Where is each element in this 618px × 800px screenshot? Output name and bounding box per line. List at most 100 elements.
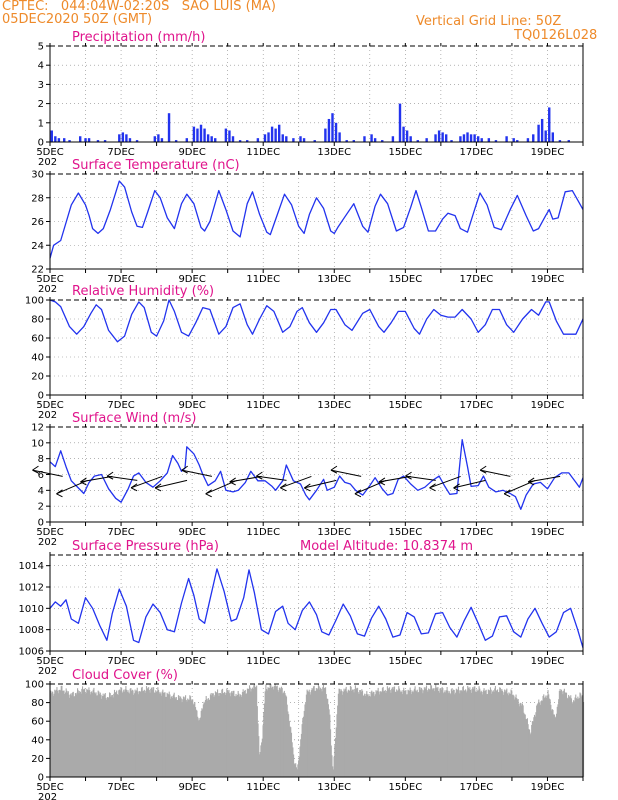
wind-arrow-shaft [229, 475, 262, 483]
precip-bar [480, 138, 483, 142]
cloud-bar [155, 692, 157, 777]
precip-bar [425, 138, 428, 142]
cloud-bar [56, 687, 58, 777]
cloud-bar [170, 698, 172, 777]
series-line [49, 180, 584, 259]
cloud-bar [312, 689, 314, 777]
cloud-bar [257, 723, 259, 777]
cloud-bar [58, 689, 60, 777]
x-tick-label: 7DEC [107, 400, 134, 411]
cloud-bar [543, 694, 545, 777]
cloud-bar [508, 692, 510, 777]
cloud-bar [420, 687, 423, 777]
cloud-bar [192, 699, 194, 777]
cloud-bar [440, 688, 442, 777]
cloud-bar [484, 690, 487, 777]
cloud-bar [110, 696, 112, 777]
cloud-bar [54, 690, 57, 777]
cloud-bar [484, 691, 486, 777]
cloud-bar [86, 689, 89, 777]
cloud-bar [209, 694, 212, 777]
cloud-bar [256, 706, 258, 777]
cloud-bar [474, 691, 477, 777]
cloud-bar [51, 691, 53, 777]
cloud-bar [438, 690, 440, 777]
precip-bar [558, 140, 562, 142]
cloud-bar [509, 693, 511, 777]
precip-bar [84, 138, 87, 142]
cloud-bar [526, 718, 528, 777]
cloud-bar [293, 763, 295, 777]
cloud-bar [375, 690, 377, 777]
cloud-bar [350, 686, 352, 777]
x-tick-label: 17DEC [460, 656, 494, 667]
cloud-bar [188, 699, 190, 777]
cloud-bar [518, 703, 520, 777]
panel-6: 0 20 40 60 80 100 5DEC 7DEC 9DEC 11DEC 13DEC 15DEC 1… [25, 668, 585, 800]
x-tick-label: 11DEC [246, 527, 280, 538]
cloud-bar [158, 693, 160, 777]
x-tick-label: 19DEC [531, 527, 565, 538]
cloud-bar [489, 690, 491, 777]
cloud-bar [190, 700, 192, 777]
cloud-bar [499, 687, 501, 777]
cloud-bar [130, 688, 132, 777]
cloud-bar [231, 693, 234, 777]
cloud-bar [229, 696, 231, 777]
panel-title: Surface Temperature (nC) [72, 158, 240, 173]
cloud-bar [334, 737, 337, 777]
precip-bar [231, 136, 235, 142]
cloud-bar [299, 746, 301, 777]
cloud-bar [236, 695, 238, 777]
precip-bar [548, 107, 551, 142]
cloud-bar [210, 692, 212, 777]
cloud-bar [184, 696, 186, 777]
cloud-bar [513, 695, 515, 777]
precip-bar [206, 134, 210, 142]
cloud-bar [387, 687, 389, 777]
cloud-bar [482, 690, 484, 777]
cloud-bar [534, 716, 536, 777]
cloud-bar [241, 696, 243, 777]
cloud-bar [553, 714, 555, 777]
x-tick-label: 15DEC [388, 782, 422, 793]
precip-bar [331, 113, 334, 142]
cloud-bar [498, 692, 500, 777]
cloud-bar [391, 688, 393, 777]
x-tick-label: 15DEC [388, 147, 422, 158]
cloud-bar [176, 700, 178, 777]
series-line [49, 568, 584, 648]
precip-bar [285, 136, 288, 142]
cloud-bar [423, 690, 425, 777]
precip-bar [544, 130, 547, 142]
cloud-bar [278, 691, 280, 777]
cloud-bar [354, 689, 356, 777]
cloud-bar [177, 699, 179, 777]
cloud-bar [265, 684, 267, 777]
cloud-bar [546, 697, 548, 777]
cloud-bar [308, 689, 310, 777]
panel-title: Surface Wind (m/s) [72, 411, 196, 426]
cloud-bar [442, 693, 445, 777]
cloud-bar [438, 692, 440, 777]
cloud-bar [494, 686, 496, 777]
y-tick-label: 22 [31, 265, 44, 276]
cloud-bar [187, 698, 189, 777]
x-tick-label: 7DEC [107, 527, 134, 538]
cloud-bar [84, 688, 86, 777]
cloud-bar [200, 710, 202, 777]
cloud-bar [133, 693, 135, 777]
cloud-bar [275, 686, 278, 777]
cloud-bar [289, 726, 291, 777]
cloud-bar [364, 693, 366, 777]
y-tick-label: 40 [31, 353, 44, 364]
cloud-bar [189, 695, 191, 777]
cloud-bar [497, 692, 499, 777]
cloud-bar [182, 696, 185, 777]
cloud-bar [258, 736, 260, 777]
cloud-bar [263, 703, 266, 777]
precip-bar [299, 136, 302, 142]
cloud-bar [204, 703, 206, 777]
cloud-bar [435, 684, 437, 777]
cloud-bar [392, 689, 394, 777]
